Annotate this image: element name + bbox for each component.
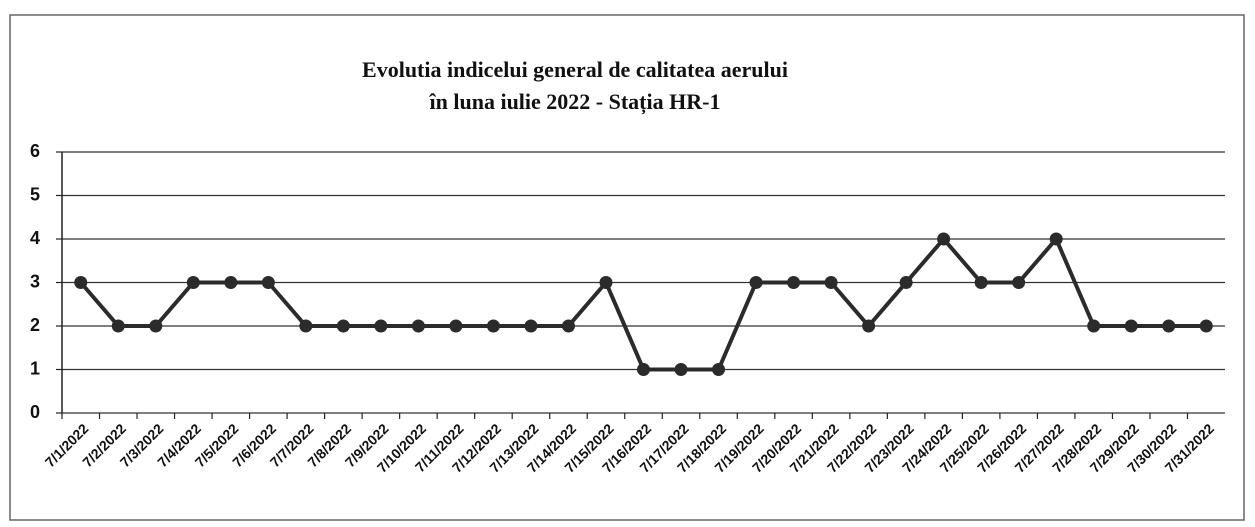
data-point: [186, 276, 200, 289]
data-point: [787, 276, 801, 289]
data-point: [749, 276, 763, 289]
data-point: [862, 319, 876, 333]
y-tick-label: 4: [30, 228, 40, 248]
data-point: [224, 276, 238, 289]
data-point: [1087, 319, 1101, 333]
data-point: [712, 363, 726, 376]
data-point: [411, 319, 425, 333]
data-point: [524, 319, 538, 333]
data-point: [824, 276, 838, 289]
data-point: [1199, 319, 1213, 333]
data-point: [1162, 319, 1176, 333]
data-point: [336, 319, 350, 333]
data-point: [1012, 276, 1026, 289]
chart-title: în luna iulie 2022 - Stația HR-1: [429, 89, 721, 115]
data-point: [674, 363, 688, 376]
y-tick-label: 6: [30, 141, 40, 161]
data-point: [486, 319, 500, 333]
data-point: [449, 319, 463, 333]
data-point: [1124, 319, 1138, 333]
y-tick-label: 3: [30, 271, 40, 291]
y-tick-label: 1: [30, 358, 40, 378]
data-point: [974, 276, 988, 289]
data-point: [374, 319, 388, 333]
data-point: [74, 276, 88, 289]
data-point: [149, 319, 163, 333]
data-point: [561, 319, 575, 333]
data-point: [599, 276, 613, 289]
y-tick-label: 2: [30, 315, 40, 335]
data-point: [937, 232, 951, 246]
data-point: [111, 319, 125, 333]
data-point: [1049, 232, 1063, 246]
data-point: [299, 319, 313, 333]
data-point: [899, 276, 913, 289]
y-tick-label: 5: [30, 184, 40, 204]
data-point: [637, 363, 650, 376]
chart-title: Evolutia indicelui general de calitatea …: [362, 57, 788, 82]
data-point: [261, 276, 275, 289]
y-tick-label: 0: [30, 402, 40, 422]
chart-frame: [9, 14, 1245, 521]
